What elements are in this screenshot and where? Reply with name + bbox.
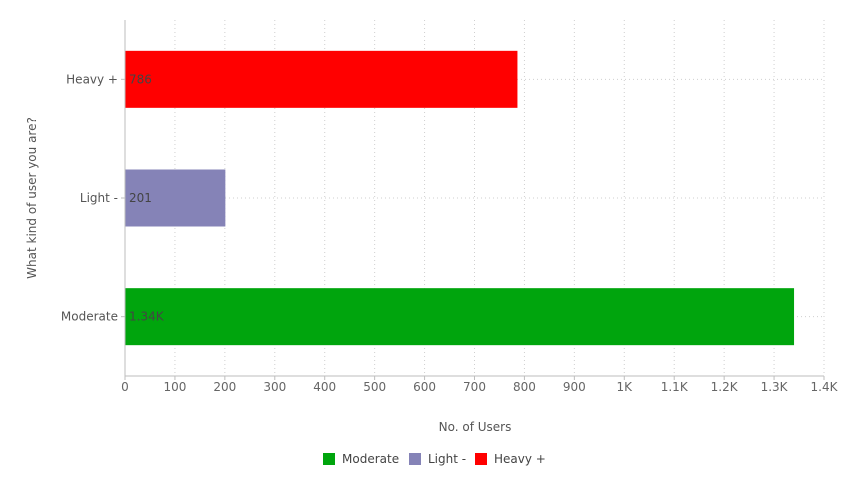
bars bbox=[125, 50, 795, 346]
legend-label: Heavy + bbox=[494, 452, 546, 466]
legend-swatch bbox=[475, 453, 487, 465]
bar[interactable] bbox=[125, 169, 226, 227]
x-axis-title: No. of Users bbox=[439, 420, 512, 434]
bar-data-label: 786 bbox=[129, 72, 152, 86]
axes bbox=[121, 20, 825, 380]
legend-swatch bbox=[323, 453, 335, 465]
bar[interactable] bbox=[125, 50, 518, 108]
y-category-label: Heavy + bbox=[66, 72, 118, 86]
y-category-label: Light - bbox=[80, 191, 118, 205]
x-tick-label: 800 bbox=[513, 380, 536, 394]
x-tick-label: 200 bbox=[213, 380, 236, 394]
y-axis-title: What kind of user you are? bbox=[25, 117, 39, 279]
x-tick-label: 1.4K bbox=[811, 380, 839, 394]
x-tick-label: 300 bbox=[263, 380, 286, 394]
legend-label: Light - bbox=[428, 452, 466, 466]
x-tick-label: 500 bbox=[363, 380, 386, 394]
x-tick-label: 900 bbox=[563, 380, 586, 394]
x-tick-label: 1.1K bbox=[661, 380, 689, 394]
x-tick-label: 400 bbox=[313, 380, 336, 394]
bar-data-label: 1.34K bbox=[129, 310, 165, 324]
x-tick-label: 100 bbox=[163, 380, 186, 394]
y-category-label: Moderate bbox=[61, 310, 118, 324]
x-tick-label: 700 bbox=[463, 380, 486, 394]
bar[interactable] bbox=[125, 288, 795, 346]
legend-label: Moderate bbox=[342, 452, 399, 466]
x-tick-label: 1.2K bbox=[711, 380, 739, 394]
legend: Moderate Light - Heavy + bbox=[323, 452, 546, 466]
legend-item[interactable]: Moderate bbox=[323, 452, 399, 466]
legend-item[interactable]: Light - bbox=[409, 452, 466, 466]
bar-data-label: 201 bbox=[129, 191, 152, 205]
legend-item[interactable]: Heavy + bbox=[475, 452, 546, 466]
x-tick-label: 1.3K bbox=[761, 380, 789, 394]
labels: 0 100 200 300 400 500 600 700 800 900 1K 1.1K 1.2K 1.… bbox=[61, 72, 839, 394]
x-tick-label: 1K bbox=[617, 380, 634, 394]
x-tick-label: 600 bbox=[413, 380, 436, 394]
x-tick-label: 0 bbox=[121, 380, 129, 394]
legend-swatch bbox=[409, 453, 421, 465]
